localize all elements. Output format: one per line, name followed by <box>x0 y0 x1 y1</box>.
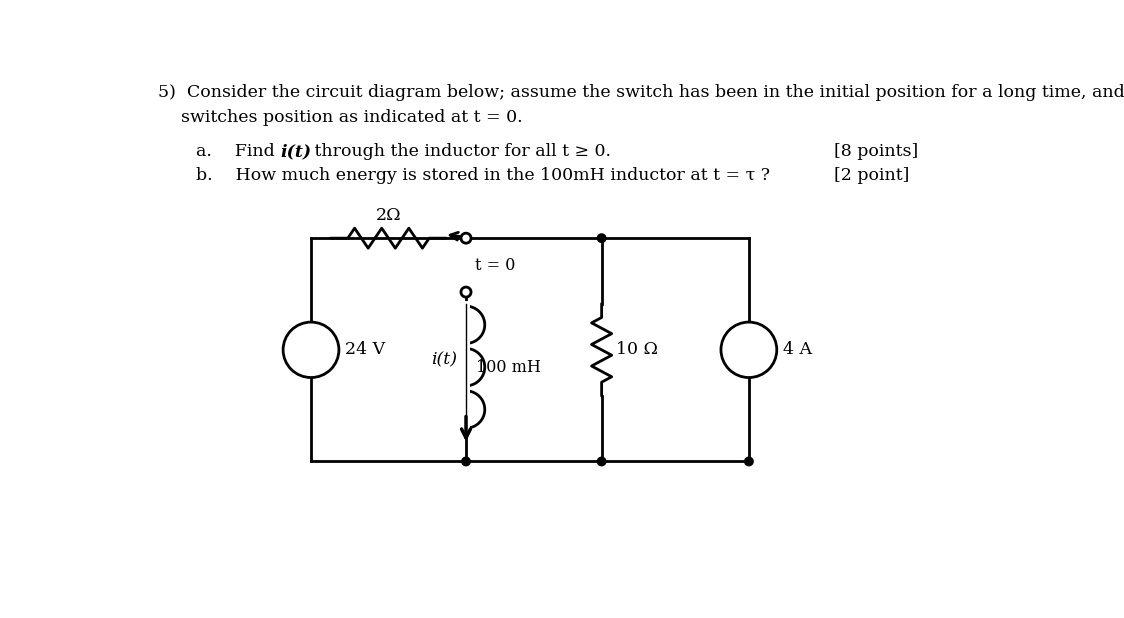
Text: +: + <box>302 333 319 351</box>
Text: through the inductor for all t ≥ 0.: through the inductor for all t ≥ 0. <box>309 143 611 161</box>
Text: i(t): i(t) <box>280 143 311 161</box>
Text: 100 mH: 100 mH <box>477 358 541 376</box>
Circle shape <box>720 322 777 378</box>
Text: 24 V: 24 V <box>345 341 386 358</box>
Text: 10 Ω: 10 Ω <box>616 341 658 358</box>
Text: t = 0: t = 0 <box>475 256 516 274</box>
Circle shape <box>461 287 471 297</box>
Text: 5)  Consider the circuit diagram below; assume the switch has been in the initia: 5) Consider the circuit diagram below; a… <box>157 84 1124 101</box>
Circle shape <box>461 233 471 243</box>
Text: i(t): i(t) <box>430 351 456 368</box>
Text: −: − <box>301 349 320 371</box>
Circle shape <box>597 234 606 242</box>
Text: [8 points]: [8 points] <box>834 143 918 161</box>
Circle shape <box>597 457 606 466</box>
Circle shape <box>283 322 339 378</box>
Text: 2Ω: 2Ω <box>375 207 401 224</box>
Circle shape <box>744 457 753 466</box>
Text: switches position as indicated at t = 0.: switches position as indicated at t = 0. <box>181 109 523 126</box>
Text: [2 point]: [2 point] <box>834 167 909 184</box>
Circle shape <box>462 457 470 466</box>
Text: a.  Find: a. Find <box>197 143 281 161</box>
Text: b.  How much energy is stored in the 100mH inductor at t = τ ?: b. How much energy is stored in the 100m… <box>197 167 770 184</box>
Text: 4 A: 4 A <box>783 341 812 358</box>
